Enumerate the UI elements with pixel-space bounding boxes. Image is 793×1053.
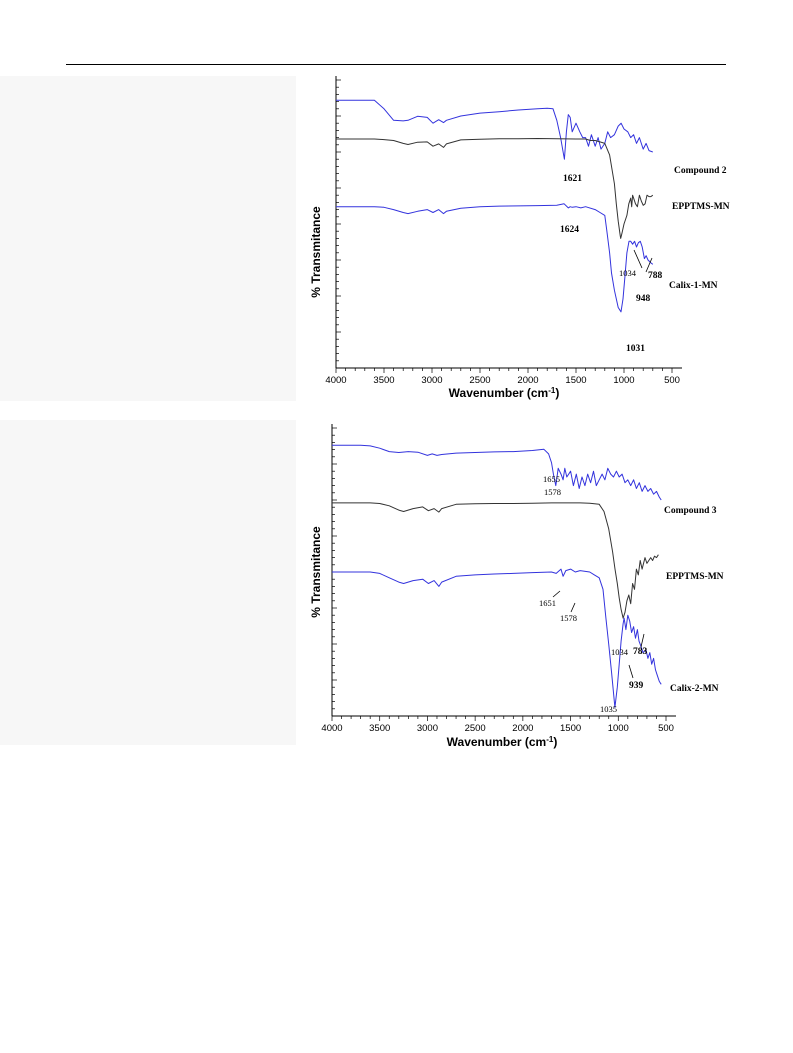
x-tick-label-2000: 2000 — [517, 375, 538, 386]
x-tick-label-500: 500 — [658, 723, 674, 734]
peak-label-948: 948 — [636, 294, 651, 304]
series-line-calix-2-mn — [332, 568, 662, 708]
leader-line-948 — [633, 249, 643, 269]
series-line-compound-2 — [336, 99, 653, 160]
x-tick-label-500: 500 — [664, 375, 680, 386]
series-label-compound-2: Compound 2 — [674, 166, 727, 176]
axes — [331, 424, 676, 721]
x-tick-label-2000: 2000 — [512, 723, 533, 734]
peak-label-783: 783 — [633, 647, 648, 657]
ir-spectrum-chart-bottom: 4000 3500 3000 2500 2000 1500 1000 500 Wavenumb… — [309, 424, 724, 749]
spectrum-lines — [336, 99, 654, 313]
leader-line-788 — [645, 257, 653, 273]
series-label-calix-2-mn: Calix-2-MN — [670, 684, 719, 694]
x-tick-label-4000: 4000 — [325, 375, 346, 386]
peak-label-1031: 1031 — [626, 344, 645, 354]
peak-label-1578-bottom: 1578 — [560, 613, 577, 623]
peak-label-1035: 1035 — [600, 704, 617, 714]
peak-label-788: 788 — [648, 271, 663, 281]
leader-line-1651 — [552, 590, 561, 598]
peak-label-939: 939 — [629, 681, 644, 691]
page-header-rule — [66, 64, 726, 65]
x-tick-label-3500: 3500 — [369, 723, 390, 734]
x-tick-label-4000: 4000 — [321, 723, 342, 734]
series-line-epptms-mn — [336, 138, 654, 239]
x-axis-title: Wavenumber (cm-1) — [449, 386, 560, 400]
x-tick-label-1500: 1500 — [565, 375, 586, 386]
x-tick-label-3500: 3500 — [373, 375, 394, 386]
x-tick-labels: 4000 3500 3000 2500 2000 1500 1000 500 — [321, 723, 674, 734]
x-tick-label-2500: 2500 — [465, 723, 486, 734]
peak-label-1621: 1621 — [563, 174, 582, 184]
figure-panel-background-top — [0, 76, 296, 401]
peak-label-1578-top: 1578 — [544, 487, 561, 497]
figure-panel-background-bottom — [0, 420, 296, 745]
peak-label-1034: 1034 — [611, 647, 629, 657]
x-tick-label-3000: 3000 — [417, 723, 438, 734]
x-tick-label-1000: 1000 — [613, 375, 634, 386]
series-label-compound-3: Compound 3 — [664, 506, 717, 516]
peak-label-1651: 1651 — [539, 598, 556, 608]
x-tick-label-1500: 1500 — [560, 723, 581, 734]
peak-label-1624: 1624 — [560, 225, 579, 235]
peak-label-1655: 1655 — [543, 474, 560, 484]
series-label-epptms-mn: EPPTMS-MN — [672, 202, 730, 212]
leader-line-939 — [628, 664, 634, 679]
series-line-epptms-mn — [332, 502, 659, 619]
ir-spectrum-chart-top: 4000 3500 3000 2500 2000 1500 1000 500 Wavenumb… — [309, 76, 730, 400]
plot-area — [332, 426, 666, 716]
x-tick-label-3000: 3000 — [421, 375, 442, 386]
series-label-epptms-mn: EPPTMS-MN — [666, 572, 724, 582]
leader-line-1578 — [570, 602, 576, 613]
y-axis-title: % Transmitance — [309, 526, 323, 618]
series-line-compound-3 — [332, 444, 662, 501]
plot-area — [336, 78, 672, 368]
spectrum-lines — [332, 444, 662, 708]
x-tick-label-2500: 2500 — [469, 375, 490, 386]
x-axis-title: Wavenumber (cm-1) — [447, 735, 558, 749]
y-axis-title: % Transmitance — [309, 206, 323, 298]
x-tick-labels: 4000 3500 3000 2500 2000 1500 1000 500 — [325, 375, 680, 386]
series-label-calix-1-mn: Calix-1-MN — [669, 281, 718, 291]
peak-label-1034: 1034 — [619, 268, 637, 278]
series-line-calix-1-mn — [336, 203, 654, 313]
x-tick-label-1000: 1000 — [608, 723, 629, 734]
leader-line-783 — [640, 633, 645, 648]
axes — [335, 76, 682, 373]
